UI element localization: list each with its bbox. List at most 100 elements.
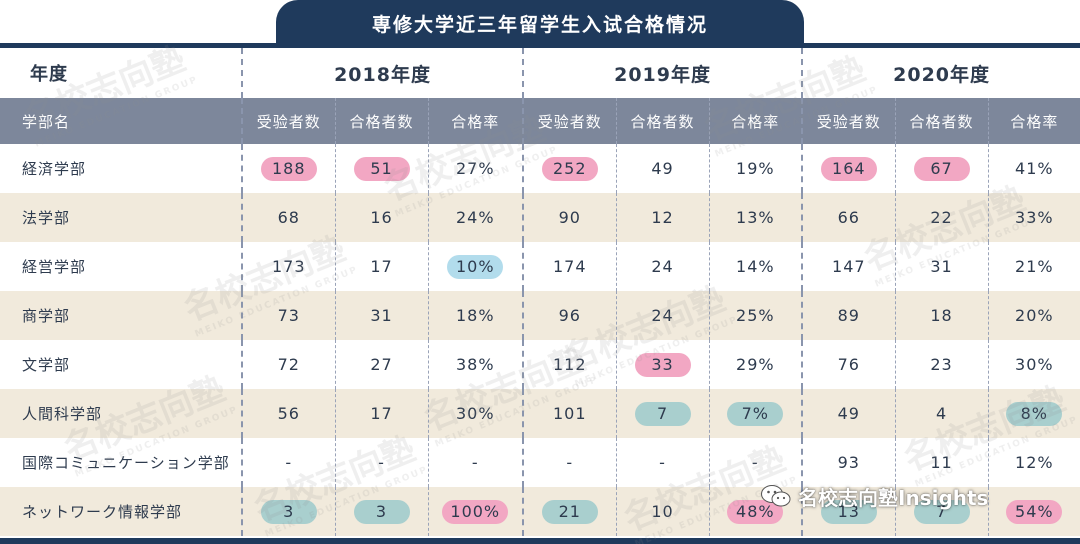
cell-value: 68 bbox=[277, 208, 300, 227]
table-cell: 66 bbox=[802, 193, 896, 242]
table-cell: 23 bbox=[895, 340, 989, 389]
table-cell: 7 bbox=[616, 389, 710, 438]
cell-value: 101 bbox=[553, 404, 587, 423]
table-cell: 49 bbox=[802, 389, 896, 438]
footer-brand: 名校志向塾Insights bbox=[760, 482, 988, 510]
cell-value: 23 bbox=[930, 355, 953, 374]
cell-value: 22 bbox=[930, 208, 953, 227]
table-cell: 14% bbox=[709, 242, 804, 291]
table-cell: 3 bbox=[242, 487, 336, 536]
table-cell: 11 bbox=[895, 438, 989, 487]
table-cell: 112 bbox=[523, 340, 617, 389]
table-cell: 174 bbox=[523, 242, 617, 291]
dept-name: 経済学部 bbox=[0, 144, 243, 193]
table-cell: 72 bbox=[242, 340, 336, 389]
highlighted-value: 7% bbox=[727, 401, 784, 426]
table-cell: 96 bbox=[523, 291, 617, 340]
table-cell: 24% bbox=[428, 193, 525, 242]
table-cell: 30% bbox=[988, 340, 1080, 389]
cell-value: 20% bbox=[1015, 306, 1054, 325]
rate-header-2019: 合格率 bbox=[709, 98, 804, 144]
cell-value: 56 bbox=[277, 404, 300, 423]
table-cell: 27% bbox=[428, 144, 525, 193]
table-row: ネットワーク情報学部 3 3 100% 21 10 48% 13 7 54% bbox=[0, 487, 1080, 536]
table-row: 国際コミュニケーション学部 - - - - - - 93 11 12% bbox=[0, 438, 1080, 487]
rate-header-2018: 合格率 bbox=[428, 98, 525, 144]
highlighted-value: 67 bbox=[913, 156, 970, 181]
table-row: 経営学部 173 17 10% 174 24 14% 147 31 21% bbox=[0, 242, 1080, 291]
table-cell: 4 bbox=[895, 389, 989, 438]
highlighted-value: 51 bbox=[353, 156, 410, 181]
cell-value: 18% bbox=[455, 306, 495, 325]
cell-value: 49 bbox=[837, 404, 860, 423]
dept-name: ネットワーク情報学部 bbox=[0, 487, 243, 536]
table-cell: 10% bbox=[428, 242, 525, 291]
top-divider bbox=[0, 43, 1080, 48]
passed-header-2018: 合格者数 bbox=[335, 98, 429, 144]
cell-value: 14% bbox=[736, 257, 775, 276]
cell-value: 41% bbox=[1015, 159, 1054, 178]
cell-value: 11 bbox=[930, 453, 953, 472]
table-cell: 101 bbox=[523, 389, 617, 438]
table-cell: 22 bbox=[895, 193, 989, 242]
cell-value: 30% bbox=[455, 404, 495, 423]
table-cell: 54% bbox=[988, 487, 1080, 536]
table-cell: 30% bbox=[428, 389, 525, 438]
table-cell: 12 bbox=[616, 193, 710, 242]
cell-value: 30% bbox=[1015, 355, 1054, 374]
highlighted-value: 8% bbox=[1006, 401, 1063, 426]
applicants-header-2018: 受验者数 bbox=[242, 98, 336, 144]
footer-brand-text: 名校志向塾Insights bbox=[798, 485, 989, 510]
table-cell: - bbox=[523, 438, 617, 487]
cell-value: 89 bbox=[837, 306, 860, 325]
table-cell: 27 bbox=[335, 340, 429, 389]
cell-value: - bbox=[285, 453, 293, 472]
table-cell: 29% bbox=[709, 340, 804, 389]
table-cell: - bbox=[242, 438, 336, 487]
cell-value: 29% bbox=[736, 355, 775, 374]
table-cell: 19% bbox=[709, 144, 804, 193]
cell-value: 4 bbox=[935, 404, 948, 423]
cell-value: 24 bbox=[651, 306, 674, 325]
highlighted-value: 164 bbox=[820, 156, 877, 181]
cell-value: 10 bbox=[651, 502, 674, 521]
admission-table: 年度 2018年度 2019年度 2020年度 学部名 受验者数 合格者数 合格… bbox=[0, 48, 1080, 536]
cell-value: 17 bbox=[370, 257, 393, 276]
table-cell: 147 bbox=[802, 242, 896, 291]
highlighted-value: 3 bbox=[353, 499, 410, 524]
cell-value: 173 bbox=[271, 257, 306, 276]
applicants-header-2020: 受验者数 bbox=[802, 98, 896, 144]
table-cell: 31 bbox=[895, 242, 989, 291]
cell-value: 25% bbox=[736, 306, 775, 325]
cell-value: 18 bbox=[930, 306, 953, 325]
dept-name: 法学部 bbox=[0, 193, 243, 242]
table-cell: 10 bbox=[616, 487, 710, 536]
cell-value: - bbox=[659, 453, 666, 472]
cell-value: 16 bbox=[370, 208, 393, 227]
cell-value: 66 bbox=[837, 208, 860, 227]
cell-value: 38% bbox=[455, 355, 495, 374]
highlighted-value: 7 bbox=[913, 499, 970, 524]
cell-value: - bbox=[566, 453, 574, 472]
table-cell: 33 bbox=[616, 340, 710, 389]
table-cell: 73 bbox=[242, 291, 336, 340]
highlighted-value: 33 bbox=[634, 352, 691, 377]
highlighted-value: 13 bbox=[820, 499, 877, 524]
cell-value: 19% bbox=[736, 159, 775, 178]
wechat-icon bbox=[761, 485, 791, 507]
table-cell: - bbox=[428, 438, 525, 487]
year-label: 年度 bbox=[0, 48, 243, 98]
cell-value: 24 bbox=[651, 257, 674, 276]
cell-value: 73 bbox=[277, 306, 300, 325]
highlighted-value: 21 bbox=[541, 499, 598, 524]
table-cell: 3 bbox=[335, 487, 429, 536]
cell-value: 12% bbox=[1015, 453, 1054, 472]
cell-value: 31 bbox=[370, 306, 393, 325]
table-row: 商学部 73 31 18% 96 24 25% 89 18 20% bbox=[0, 291, 1080, 340]
table-cell: 100% bbox=[428, 487, 525, 536]
cell-value: - bbox=[471, 453, 479, 472]
cell-value: 76 bbox=[837, 355, 860, 374]
cell-value: 49 bbox=[651, 159, 674, 178]
table-cell: 56 bbox=[242, 389, 336, 438]
table-cell: 49 bbox=[616, 144, 710, 193]
